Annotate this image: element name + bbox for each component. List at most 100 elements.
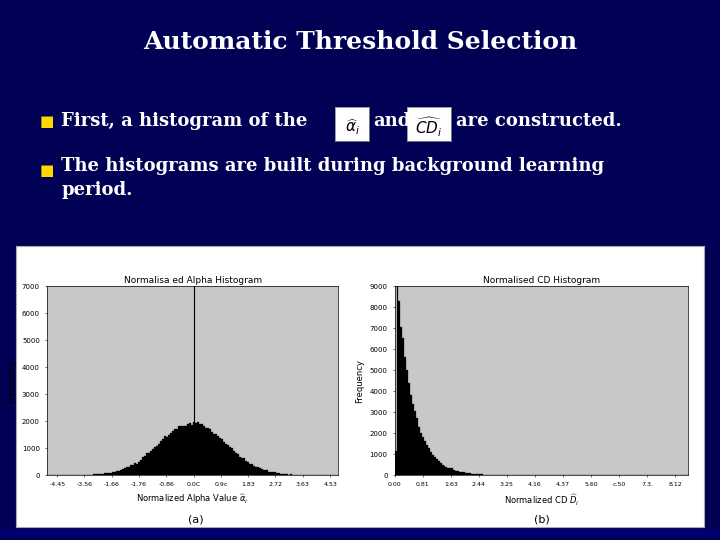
- Bar: [0, 531, 720, 537]
- Bar: [0, 530, 720, 535]
- Bar: [395, 451, 397, 475]
- Bar: [227, 445, 229, 475]
- Bar: [0, 530, 720, 535]
- Bar: [471, 474, 473, 475]
- Bar: [0, 534, 720, 539]
- Bar: [420, 433, 422, 475]
- Bar: [0, 530, 720, 536]
- Bar: [426, 445, 428, 475]
- Bar: [441, 465, 444, 475]
- Bar: [0, 530, 720, 536]
- Y-axis label: Frequency: Frequency: [355, 359, 364, 403]
- Bar: [243, 458, 246, 475]
- Bar: [0, 532, 720, 538]
- Bar: [233, 451, 235, 475]
- Bar: [0, 534, 720, 539]
- Text: The histograms are built during background learning: The histograms are built during backgrou…: [61, 157, 604, 176]
- Bar: [269, 472, 271, 475]
- Bar: [0, 530, 720, 536]
- Bar: [469, 474, 471, 475]
- Text: (a): (a): [188, 515, 204, 525]
- Bar: [251, 464, 253, 475]
- Text: $\widehat{CD}_i$: $\widehat{CD}_i$: [415, 116, 443, 139]
- Bar: [436, 460, 438, 475]
- Bar: [0, 533, 720, 538]
- Bar: [112, 472, 114, 475]
- Bar: [0, 529, 720, 535]
- Bar: [446, 467, 447, 475]
- Bar: [142, 457, 144, 475]
- Bar: [422, 437, 424, 475]
- Bar: [455, 470, 457, 475]
- Bar: [0, 529, 720, 535]
- Bar: [274, 472, 276, 475]
- Bar: [0, 532, 720, 537]
- Bar: [461, 472, 463, 475]
- Bar: [0, 532, 720, 537]
- Bar: [0, 531, 720, 537]
- Bar: [209, 429, 211, 475]
- Text: and: and: [373, 112, 410, 131]
- Bar: [239, 457, 241, 475]
- Bar: [189, 423, 191, 475]
- Bar: [0, 533, 720, 538]
- Bar: [156, 447, 158, 475]
- Bar: [0, 533, 720, 538]
- Bar: [0, 531, 720, 536]
- Bar: [99, 474, 102, 475]
- Bar: [400, 327, 402, 475]
- Bar: [152, 449, 154, 475]
- Bar: [114, 472, 116, 475]
- Bar: [405, 356, 406, 475]
- Bar: [467, 474, 469, 475]
- Bar: [0, 533, 720, 538]
- Bar: [0, 533, 720, 538]
- Bar: [193, 422, 194, 475]
- Bar: [213, 434, 215, 475]
- Bar: [194, 423, 197, 475]
- Bar: [148, 453, 150, 475]
- Bar: [0, 534, 720, 539]
- Bar: [0, 530, 720, 536]
- Bar: [122, 469, 124, 475]
- Bar: [204, 428, 207, 475]
- Bar: [154, 447, 156, 475]
- Bar: [286, 474, 288, 475]
- Bar: [241, 458, 243, 475]
- Text: are constructed.: are constructed.: [456, 112, 621, 131]
- Bar: [161, 441, 162, 475]
- Bar: [146, 453, 148, 475]
- Bar: [184, 426, 186, 475]
- Bar: [282, 474, 284, 475]
- Bar: [408, 383, 410, 475]
- Text: ■: ■: [40, 163, 54, 178]
- Bar: [0, 532, 720, 537]
- Bar: [102, 474, 104, 475]
- Bar: [0, 534, 720, 539]
- Bar: [217, 436, 219, 475]
- Bar: [0, 534, 720, 539]
- Bar: [0, 533, 720, 538]
- Bar: [95, 474, 97, 475]
- Bar: [0, 530, 720, 536]
- Bar: [0, 531, 720, 537]
- Bar: [432, 455, 433, 475]
- Bar: [447, 468, 449, 475]
- Bar: [0, 530, 720, 536]
- Bar: [0, 534, 720, 539]
- Bar: [0, 534, 720, 539]
- Bar: [402, 338, 405, 475]
- Bar: [0, 531, 720, 537]
- Bar: [172, 431, 174, 475]
- Bar: [0, 531, 720, 537]
- Bar: [117, 471, 120, 475]
- Bar: [256, 467, 258, 475]
- Y-axis label: Frequency: Frequency: [7, 359, 17, 403]
- Bar: [225, 444, 227, 475]
- Bar: [0, 531, 720, 537]
- Bar: [465, 472, 467, 475]
- Bar: [106, 473, 107, 475]
- Bar: [126, 468, 128, 475]
- Bar: [201, 424, 203, 475]
- Bar: [0, 531, 720, 536]
